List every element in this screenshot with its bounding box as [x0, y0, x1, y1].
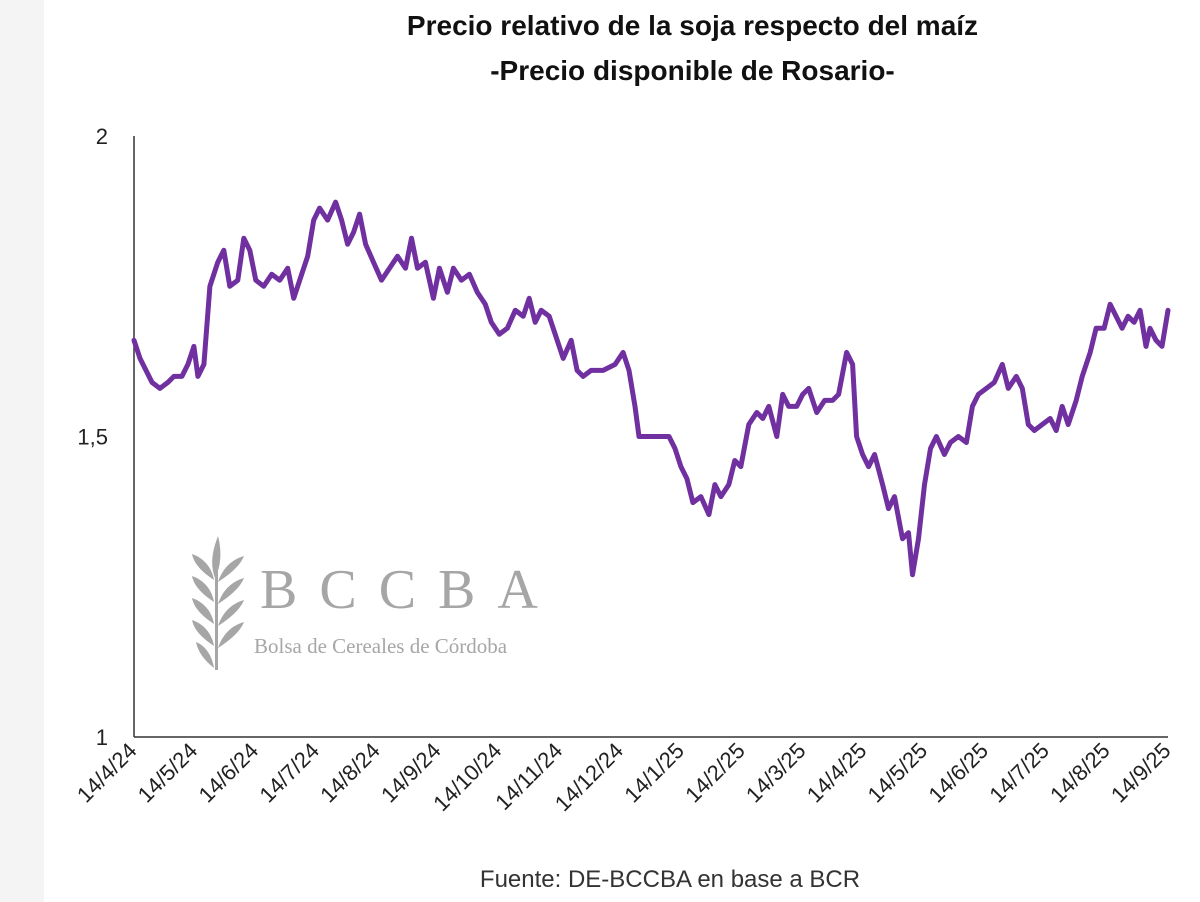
source-note: Fuente: DE-BCCBA en base a BCR: [479, 866, 861, 893]
x-tick-label: 14/8/25: [1045, 738, 1115, 808]
watermark-subtitle: Bolsa de Cereales de Córdoba: [254, 634, 508, 658]
left-margin-strip: [0, 0, 44, 902]
bccba-watermark-logo: BCCBA Bolsa de Cereales de Córdoba: [188, 530, 558, 670]
x-tick-label: 14/7/24: [254, 738, 324, 808]
y-tick-label: 1: [96, 725, 108, 750]
chart-axes: [133, 136, 1168, 738]
y-tick-label: 1,5: [77, 425, 108, 450]
x-tick-label: 14/12/24: [550, 738, 628, 816]
x-tick-label: 14/3/25: [741, 738, 811, 808]
x-tick-label: 14/7/25: [984, 738, 1054, 808]
x-tick-label: 14/8/24: [315, 738, 385, 808]
x-tick-label: 14/6/25: [923, 738, 993, 808]
x-tick-label: 14/2/25: [680, 738, 750, 808]
x-tick-label: 14/5/24: [133, 738, 203, 808]
x-tick-labels: 14/4/2414/5/2414/6/2414/7/2414/8/2414/9/…: [72, 738, 1176, 816]
chart-title: Precio relativo de la soja respecto del …: [406, 10, 979, 41]
x-tick-label: 14/4/25: [802, 738, 872, 808]
x-tick-label: 14/6/24: [194, 738, 264, 808]
wheat-icon: [192, 536, 244, 670]
watermark-name: BCCBA: [260, 559, 560, 621]
y-tick-label: 2: [96, 124, 108, 149]
series-line-soja-maiz: [131, 199, 1171, 578]
chart-subtitle: -Precio disponible de Rosario-: [490, 55, 895, 86]
x-tick-label: 14/9/25: [1106, 738, 1176, 808]
x-tick-label: 14/1/25: [619, 738, 689, 808]
x-tick-label: 14/10/24: [428, 738, 506, 816]
x-tick-label: 14/5/25: [863, 738, 933, 808]
y-tick-labels: 11,52: [77, 124, 108, 750]
